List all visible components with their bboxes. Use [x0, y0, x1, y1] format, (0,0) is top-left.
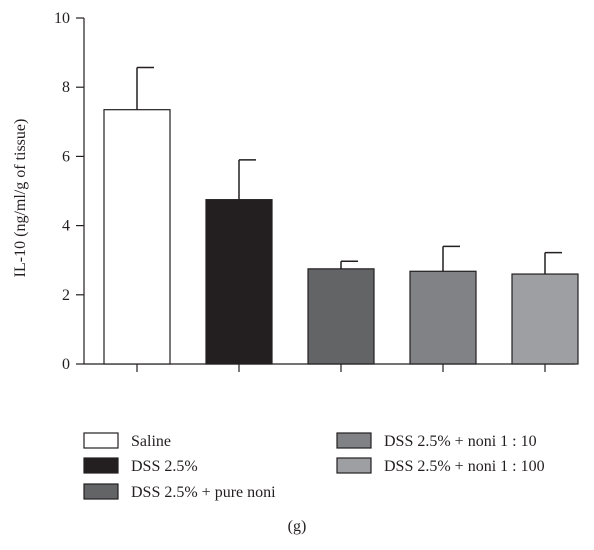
- legend: Saline DSS 2.5% DSS 2.5% + pure noni DSS 2.…: [83, 432, 545, 501]
- legend-swatch: [336, 432, 372, 449]
- legend-label: DSS 2.5% + pure noni: [131, 484, 276, 501]
- y-axis-title: IL-10 (ng/ml/g of tissue): [12, 119, 29, 278]
- y-tick-label: 6: [62, 148, 70, 165]
- legend-label: DSS 2.5% + noni 1 : 100: [384, 458, 545, 475]
- legend-label: DSS 2.5%: [131, 458, 198, 475]
- legend-swatch: [83, 432, 119, 449]
- legend-label: Saline: [131, 433, 171, 450]
- legend-item: DSS 2.5%: [83, 457, 198, 475]
- y-tick-label: 8: [62, 79, 70, 96]
- legend-item: Saline: [83, 432, 171, 450]
- legend-swatch: [83, 457, 119, 474]
- bar: [307, 268, 375, 365]
- bars: [103, 109, 579, 365]
- legend-item: DSS 2.5% + pure noni: [83, 483, 276, 501]
- bar: [103, 109, 171, 365]
- y-tick-label: 0: [62, 356, 70, 373]
- bar: [511, 273, 579, 365]
- legend-label: DSS 2.5% + noni 1 : 10: [384, 433, 537, 450]
- bar: [205, 199, 273, 365]
- panel-label: (g): [288, 518, 307, 535]
- legend-swatch: [336, 457, 372, 474]
- legend-item: DSS 2.5% + noni 1 : 100: [336, 457, 545, 475]
- error-bars: [136, 66, 562, 275]
- legend-swatch: [83, 483, 119, 500]
- y-tick-label: 2: [62, 287, 70, 304]
- bar: [409, 270, 477, 365]
- legend-item: DSS 2.5% + noni 1 : 10: [336, 432, 537, 450]
- x-axis: [84, 363, 575, 372]
- y-tick-label: 4: [62, 218, 70, 235]
- y-tick-label: 10: [54, 10, 70, 27]
- y-axis: 0 2 4 6 8 10: [54, 10, 85, 373]
